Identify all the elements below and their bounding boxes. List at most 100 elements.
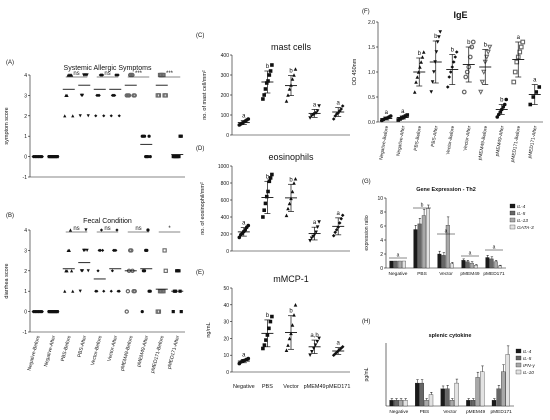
legend-swatch-G: [509, 203, 516, 209]
data-point-A: [78, 114, 82, 118]
data-point-B: [124, 309, 129, 314]
significance-letter-C: b: [289, 69, 293, 75]
y-tick-label-G: 6: [380, 224, 383, 230]
data-point-B: [70, 269, 74, 273]
data-point-F: [419, 60, 423, 64]
data-point-A: [130, 72, 135, 78]
y-tick-label-G: 8: [380, 210, 383, 216]
data-point-F: [438, 30, 443, 34]
y-tick-label-E: 50: [223, 286, 229, 292]
data-point-F: [518, 44, 524, 50]
data-point-F: [534, 90, 539, 94]
data-point-A: [161, 72, 166, 78]
data-point-B: [68, 228, 73, 232]
panel-letter-C: (C): [196, 33, 204, 39]
significance-letter-C: a: [337, 101, 341, 107]
bar-H: [505, 354, 510, 407]
significance-letter-F: b: [484, 43, 488, 49]
significance-mark-B: ns: [73, 226, 79, 232]
y-axis-label-D: no. of eosinophil/mm²: [200, 182, 206, 235]
x-tick-label-G: Vector: [439, 271, 453, 277]
x-tick-label-B: PBS-After: [77, 335, 89, 358]
bar-G: [397, 260, 402, 269]
bar-H: [440, 388, 445, 407]
significance-letter-F: b: [434, 34, 438, 40]
data-point-D: [284, 213, 289, 218]
y-tick-label-E: 10: [223, 353, 229, 359]
y-axis-label-C: no. of mast cell/mm²: [202, 70, 208, 120]
bar-H: [394, 400, 399, 407]
data-point-B: [101, 248, 105, 252]
data-point-E: [261, 346, 265, 351]
data-point-D: [261, 215, 265, 219]
bar-G: [445, 225, 450, 269]
data-point-A: [132, 93, 137, 98]
data-point-C: [286, 93, 290, 97]
data-point-B: [129, 248, 134, 253]
x-tick-label-G: pMEM49: [460, 271, 480, 277]
data-point-C: [266, 79, 270, 83]
x-tick-label-G: PBS: [417, 271, 427, 277]
data-point-F: [537, 85, 542, 89]
x-tick-label-B: Vector-After: [107, 335, 120, 362]
x-tick-label-H: Vector: [443, 409, 457, 415]
data-point-B: [71, 289, 75, 293]
legend-swatch-G: [509, 210, 516, 216]
panel-letter-B: (B): [6, 213, 14, 219]
bar-G: [461, 260, 466, 269]
data-point-B: [98, 248, 102, 252]
data-point-F: [454, 50, 459, 54]
bar-H: [475, 377, 480, 407]
legend-swatch-G: [509, 217, 516, 223]
data-point-C: [315, 109, 320, 113]
data-point-F: [421, 50, 426, 54]
bar-H: [428, 394, 434, 407]
bar-G: [402, 260, 406, 269]
x-tick-label-E: Vector: [283, 384, 299, 390]
data-point-F: [461, 89, 467, 95]
data-point-B: [179, 310, 183, 314]
data-point-B: [177, 269, 181, 273]
data-point-F: [504, 97, 509, 102]
bar-H: [480, 371, 485, 407]
data-point-B: [109, 289, 113, 293]
data-point-A: [146, 155, 150, 159]
bar-G: [413, 229, 418, 269]
data-point-B: [65, 269, 69, 273]
significance-mark-B: ns: [104, 226, 110, 232]
bar-H: [415, 382, 420, 407]
x-tick-label-B: Negative-Before: [27, 335, 42, 372]
bar-G: [489, 258, 494, 269]
group-significance-G: a: [493, 245, 496, 251]
y-axis-label-E: ng/mL: [206, 322, 212, 337]
significance-mark-B: *: [168, 226, 171, 232]
significance-letter-D: b: [266, 174, 270, 180]
data-point-F: [445, 85, 450, 89]
x-tick-label-H: pMED171: [491, 409, 513, 415]
data-point-E: [270, 314, 274, 319]
significance-letter-F: a: [533, 78, 537, 84]
data-point-A: [65, 93, 69, 97]
x-tick-label-F: pMED171-After: [527, 125, 539, 159]
data-point-F: [418, 65, 422, 69]
bar-H: [398, 400, 403, 407]
bar-H: [445, 388, 450, 407]
data-point-B: [132, 289, 137, 294]
y-tick-label-B: 1: [24, 289, 27, 295]
data-point-B: [117, 289, 121, 293]
data-point-B: [78, 289, 82, 293]
data-point-A: [163, 93, 168, 98]
bar-G: [498, 265, 502, 269]
bar-G: [421, 215, 426, 269]
significance-letter-C: a: [313, 102, 317, 108]
panel-letter-F: (F): [362, 9, 370, 15]
bar-H: [449, 400, 455, 407]
legend-label-G: IL-5: [517, 211, 526, 217]
panel-title-C: mast cells: [271, 42, 312, 52]
bar-H: [424, 400, 429, 407]
data-point-F: [453, 55, 458, 59]
data-point-F: [432, 70, 436, 74]
data-point-E: [290, 323, 295, 327]
data-point-A: [97, 93, 101, 97]
x-tick-label-F: pMED171-Before: [510, 125, 522, 163]
